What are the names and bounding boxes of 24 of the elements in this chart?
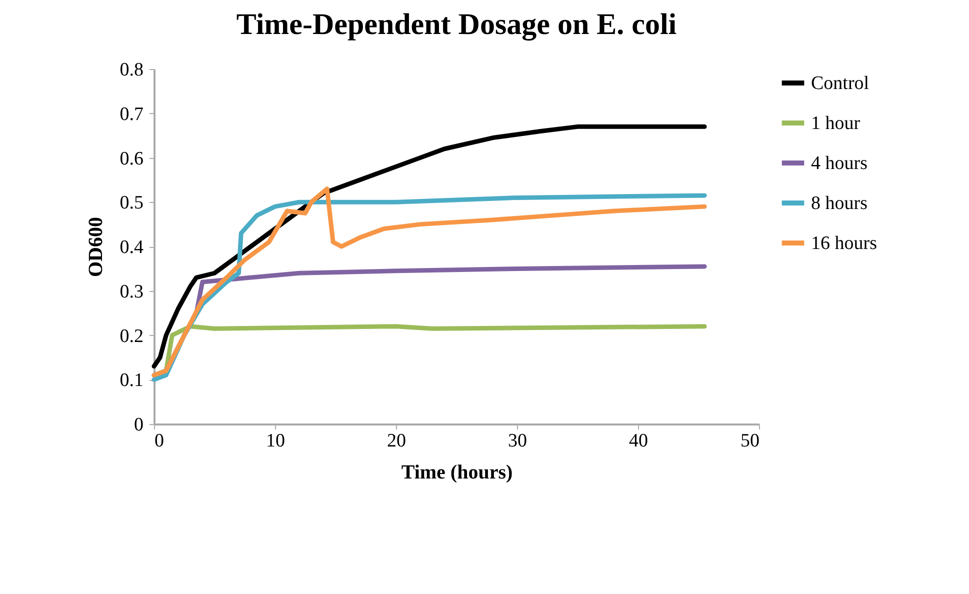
y-tick-label: 0 [134, 414, 144, 436]
y-tick-label: 0.8 [120, 60, 144, 80]
x-tick-label: 20 [387, 430, 406, 452]
x-tick-label: 0 [154, 430, 164, 452]
legend-label: 4 hours [811, 153, 868, 174]
x-tick-label: 10 [266, 430, 285, 452]
legend-label: Control [811, 73, 870, 94]
y-tick-label: 0.3 [120, 281, 144, 302]
legend-label: 1 hour [811, 113, 861, 134]
x-tick-label: 40 [629, 430, 648, 452]
x-tick-label: 50 [740, 430, 760, 452]
y-tick-label: 0.7 [120, 104, 144, 125]
y-axis-title: OD600 [84, 217, 107, 277]
line-series [152, 124, 707, 369]
y-tick-label: 0.4 [120, 237, 144, 258]
y-tick-label: 0.6 [120, 148, 144, 170]
y-tick-label: 0.2 [120, 326, 144, 347]
legend-label: 8 hours [811, 193, 868, 214]
y-tick-label: 0.5 [120, 192, 144, 214]
x-tick-label: 30 [508, 430, 527, 452]
chart-title: Time-Dependent Dosage on E. coli [236, 8, 677, 41]
x-axis-title: Time (hours) [401, 462, 513, 484]
y-tick-label: 0.1 [120, 370, 144, 392]
legend-label: 16 hours [811, 233, 877, 254]
